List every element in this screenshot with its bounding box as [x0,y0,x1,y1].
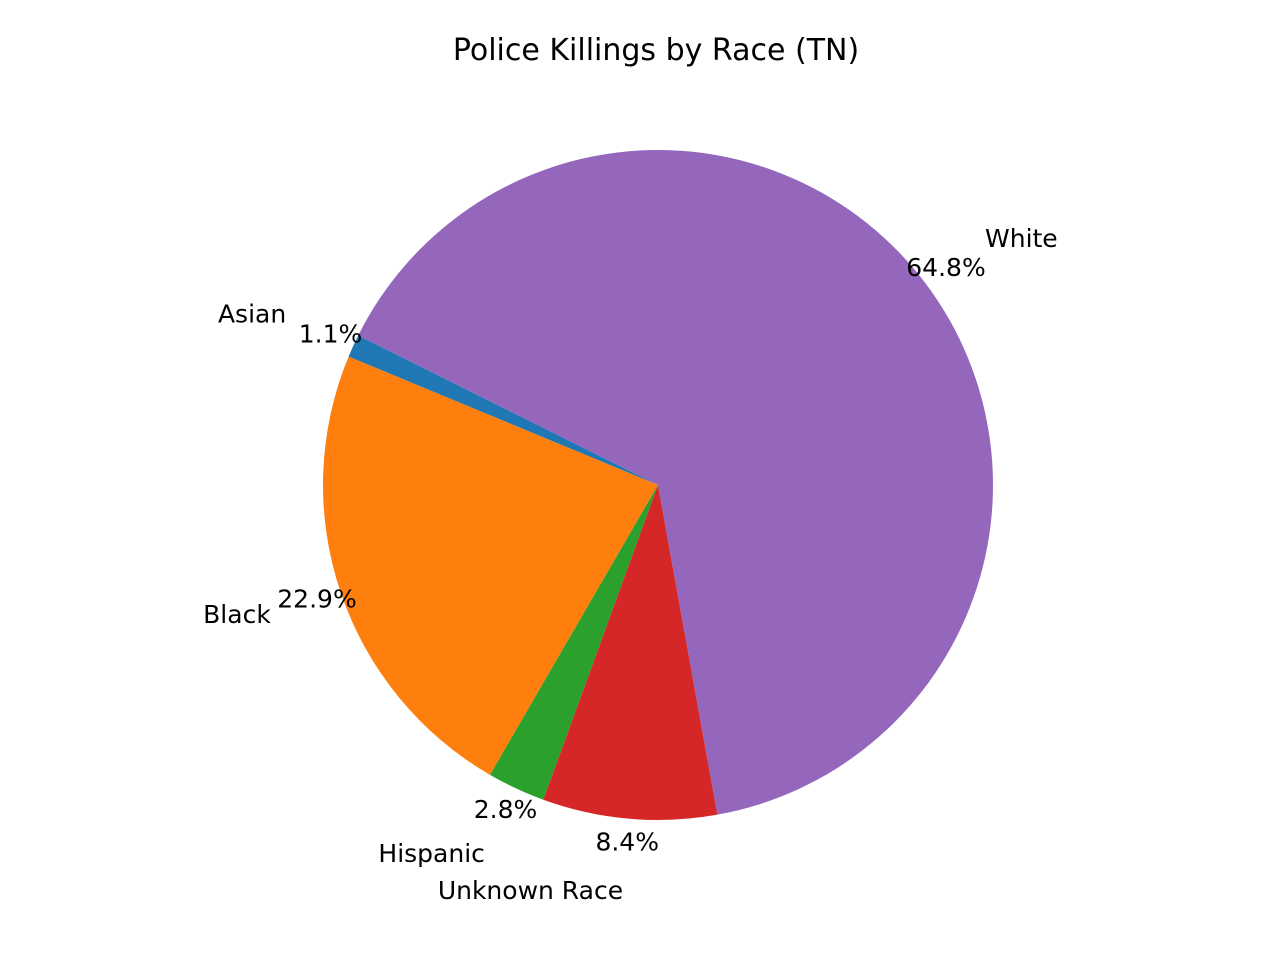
chart-title: Police Killings by Race (TN) [453,33,859,68]
pie-slice-unknown-race [543,485,718,820]
percent-label-black: 22.9% [277,584,356,613]
percent-label-white: 64.8% [906,253,985,282]
percent-label-unknown-race: 8.4% [595,828,659,857]
category-label-black: Black [203,600,271,629]
percent-label-hispanic: 2.8% [474,795,538,824]
pie-slice-white [358,149,994,815]
percent-label-asian: 1.1% [299,320,363,349]
pie-slice-asian [348,335,658,485]
category-label-unknown-race: Unknown Race [438,876,623,905]
pie-slice-black [322,356,658,775]
category-label-hispanic: Hispanic [378,839,485,868]
percent-labels: 1.1% 22.9% 2.8% 8.4% 64.8% [277,253,985,857]
category-label-asian: Asian [218,299,286,328]
category-labels: Asian Black Hispanic Unknown Race White [203,224,1058,905]
category-label-white: White [985,224,1058,253]
pie-slices [322,149,994,820]
pie-slice-hispanic [489,485,658,800]
